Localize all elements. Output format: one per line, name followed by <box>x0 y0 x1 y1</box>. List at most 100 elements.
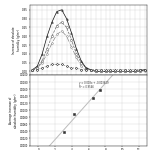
Metasequoia glyptostroboides (LAI: 6.5): (3, 0.13): 6.5): (3, 0.13) <box>46 48 48 50</box>
Metasequoia glyptostroboides (LAI: 6.5): (15, 0): 6.5): (15, 0) <box>105 70 106 72</box>
Line: Metasequoia glyptostroboides (LAI: 6.5): Metasequoia glyptostroboides (LAI: 6.5) <box>32 21 145 72</box>
Betula hallii (LAI: 3.11): (5, 0.21): 3.11): (5, 0.21) <box>56 34 58 35</box>
Platanus orientalis (LAI: 4.31): (19, 0): 4.31): (19, 0) <box>124 70 126 72</box>
Betula hallii (LAI: 3.11): (18, 0): 3.11): (18, 0) <box>119 70 121 72</box>
Pinus tabulaeformis (LAI: 7.41): (7, 0.03): 7.41): (7, 0.03) <box>66 65 68 67</box>
Betula hallii (LAI: 3.11): (16, 0): 3.11): (16, 0) <box>110 70 111 72</box>
Metasequoia glyptostroboides (LAI: 6.5): (20, 0): 6.5): (20, 0) <box>129 70 131 72</box>
Betula hallii (LAI: 3.11): (21, 0): 3.11): (21, 0) <box>134 70 136 72</box>
Point <box>63 131 66 133</box>
Pinus tabulaeformis (LAI: 7.41): (18, 0.01): 7.41): (18, 0.01) <box>119 69 121 71</box>
Platanus orientalis (LAI: 4.31): (16, 0): 4.31): (16, 0) <box>110 70 111 72</box>
Metasequoia glyptostroboides (LAI: 6.5): (5, 0.26): 6.5): (5, 0.26) <box>56 25 58 27</box>
Pinus tabulaeformis (LAI: 7.41): (8, 0.02): 7.41): (8, 0.02) <box>70 67 72 69</box>
Metasequoia glyptostroboides (LAI: 6.5): (6, 0.28): 6.5): (6, 0.28) <box>61 21 63 23</box>
Betula hallii (LAI: 3.11): (6, 0.23): 3.11): (6, 0.23) <box>61 30 63 32</box>
Pinus tabulaeformis (LAI: 7.41): (1, 0.01): 7.41): (1, 0.01) <box>36 69 38 71</box>
Pinus tabulaeformis (LAI: 7.41): (2, 0.02): 7.41): (2, 0.02) <box>41 67 43 69</box>
Point <box>73 112 76 115</box>
Platanus orientalis (LAI: 4.31): (13, 0): 4.31): (13, 0) <box>95 70 97 72</box>
Platanus orientalis (LAI: 4.31): (8, 0.22): 4.31): (8, 0.22) <box>70 32 72 34</box>
Platanus orientalis (LAI: 4.31): (11, 0.02): 4.31): (11, 0.02) <box>85 67 87 69</box>
Platanus orientalis (LAI: 4.31): (0, 0.01): 4.31): (0, 0.01) <box>32 69 33 71</box>
Pinus tabulaeformis (LAI: 7.41): (19, 0.01): 7.41): (19, 0.01) <box>124 69 126 71</box>
Metasequoia glyptostroboides (LAI: 6.5): (8, 0.18): 6.5): (8, 0.18) <box>70 39 72 41</box>
Metasequoia glyptostroboides (LAI: 6.5): (19, 0): 6.5): (19, 0) <box>124 70 126 72</box>
Pinus tabulaeformis (LAI: 7.41): (4, 0.04): 7.41): (4, 0.04) <box>51 64 53 65</box>
Pinus tabulaeformis (LAI: 7.41): (0, 0.01): 7.41): (0, 0.01) <box>32 69 33 71</box>
Betula hallii (LAI: 3.11): (22, 0): 3.11): (22, 0) <box>139 70 141 72</box>
Betula hallii (LAI: 3.11): (20, 0): 3.11): (20, 0) <box>129 70 131 72</box>
Metasequoia glyptostroboides (LAI: 6.5): (12, 0.01): 6.5): (12, 0.01) <box>90 69 92 71</box>
Pinus tabulaeformis (LAI: 7.41): (21, 0.01): 7.41): (21, 0.01) <box>134 69 136 71</box>
Pinus tabulaeformis (LAI: 7.41): (11, 0.01): 7.41): (11, 0.01) <box>85 69 87 71</box>
Betula hallii (LAI: 3.11): (4, 0.16): 3.11): (4, 0.16) <box>51 42 53 44</box>
Platanus orientalis (LAI: 4.31): (7, 0.3): 4.31): (7, 0.3) <box>66 18 68 20</box>
Line: Platanus orientalis (LAI: 4.31): Platanus orientalis (LAI: 4.31) <box>32 9 145 72</box>
Betula hallii (LAI: 3.11): (23, 0): 3.11): (23, 0) <box>144 70 146 72</box>
Pinus tabulaeformis (LAI: 7.41): (9, 0.02): 7.41): (9, 0.02) <box>75 67 77 69</box>
Betula hallii (LAI: 3.11): (15, 0): 3.11): (15, 0) <box>105 70 106 72</box>
Betula hallii (LAI: 3.11): (11, 0.01): 3.11): (11, 0.01) <box>85 69 87 71</box>
Pinus tabulaeformis (LAI: 7.41): (17, 0.01): 7.41): (17, 0.01) <box>114 69 116 71</box>
Platanus orientalis (LAI: 4.31): (21, 0): 4.31): (21, 0) <box>134 70 136 72</box>
Betula hallii (LAI: 3.11): (9, 0.08): 3.11): (9, 0.08) <box>75 56 77 58</box>
Metasequoia glyptostroboides (LAI: 6.5): (16, 0): 6.5): (16, 0) <box>110 70 111 72</box>
Metasequoia glyptostroboides (LAI: 6.5): (2, 0.06): 6.5): (2, 0.06) <box>41 60 43 62</box>
Line: Betula hallii (LAI: 3.11): Betula hallii (LAI: 3.11) <box>32 30 145 72</box>
X-axis label: Time (hhmm): Time (hhmm) <box>78 85 99 89</box>
Platanus orientalis (LAI: 4.31): (1, 0.03): 4.31): (1, 0.03) <box>36 65 38 67</box>
Y-axis label: Average increase of
absolute humidity (g/m³): Average increase of absolute humidity (g… <box>9 93 18 128</box>
Platanus orientalis (LAI: 4.31): (22, 0): 4.31): (22, 0) <box>139 70 141 72</box>
Betula hallii (LAI: 3.11): (13, 0): 3.11): (13, 0) <box>95 70 97 72</box>
Pinus tabulaeformis (LAI: 7.41): (23, 0.01): 7.41): (23, 0.01) <box>144 69 146 71</box>
Pinus tabulaeformis (LAI: 7.41): (6, 0.04): 7.41): (6, 0.04) <box>61 64 63 65</box>
Betula hallii (LAI: 3.11): (17, 0): 3.11): (17, 0) <box>114 70 116 72</box>
Metasequoia glyptostroboides (LAI: 6.5): (11, 0.02): 6.5): (11, 0.02) <box>85 67 87 69</box>
Platanus orientalis (LAI: 4.31): (12, 0.01): 4.31): (12, 0.01) <box>90 69 92 71</box>
Text: y = 0.003x + -0.003619
R² = 0.9546: y = 0.003x + -0.003619 R² = 0.9546 <box>79 81 109 89</box>
Metasequoia glyptostroboides (LAI: 6.5): (14, 0): 6.5): (14, 0) <box>100 70 102 72</box>
Platanus orientalis (LAI: 4.31): (20, 0): 4.31): (20, 0) <box>129 70 131 72</box>
Pinus tabulaeformis (LAI: 7.41): (12, 0.01): 7.41): (12, 0.01) <box>90 69 92 71</box>
Y-axis label: Increase of absolute
humidity (g/m³): Increase of absolute humidity (g/m³) <box>12 26 21 54</box>
Platanus orientalis (LAI: 4.31): (23, 0.01): 4.31): (23, 0.01) <box>144 69 146 71</box>
Betula hallii (LAI: 3.11): (0, 0.01): 3.11): (0, 0.01) <box>32 69 33 71</box>
Pinus tabulaeformis (LAI: 7.41): (22, 0.01): 7.41): (22, 0.01) <box>139 69 141 71</box>
Metasequoia glyptostroboides (LAI: 6.5): (22, 0.01): 6.5): (22, 0.01) <box>139 69 141 71</box>
Betula hallii (LAI: 3.11): (1, 0.02): 3.11): (1, 0.02) <box>36 67 38 69</box>
Platanus orientalis (LAI: 4.31): (9, 0.13): 4.31): (9, 0.13) <box>75 48 77 50</box>
Platanus orientalis (LAI: 4.31): (6, 0.35): 4.31): (6, 0.35) <box>61 9 63 11</box>
Betula hallii (LAI: 3.11): (2, 0.05): 3.11): (2, 0.05) <box>41 62 43 64</box>
Pinus tabulaeformis (LAI: 7.41): (15, 0.01): 7.41): (15, 0.01) <box>105 69 106 71</box>
Pinus tabulaeformis (LAI: 7.41): (5, 0.04): 7.41): (5, 0.04) <box>56 64 58 65</box>
Betula hallii (LAI: 3.11): (10, 0.03): 3.11): (10, 0.03) <box>80 65 82 67</box>
Metasequoia glyptostroboides (LAI: 6.5): (0, 0.01): 6.5): (0, 0.01) <box>32 69 33 71</box>
Platanus orientalis (LAI: 4.31): (3, 0.2): 4.31): (3, 0.2) <box>46 35 48 37</box>
Platanus orientalis (LAI: 4.31): (18, 0): 4.31): (18, 0) <box>119 70 121 72</box>
Betula hallii (LAI: 3.11): (14, 0): 3.11): (14, 0) <box>100 70 102 72</box>
Platanus orientalis (LAI: 4.31): (17, 0): 4.31): (17, 0) <box>114 70 116 72</box>
Pinus tabulaeformis (LAI: 7.41): (16, 0.01): 7.41): (16, 0.01) <box>110 69 111 71</box>
Metasequoia glyptostroboides (LAI: 6.5): (13, 0): 6.5): (13, 0) <box>95 70 97 72</box>
Metasequoia glyptostroboides (LAI: 6.5): (9, 0.1): 6.5): (9, 0.1) <box>75 53 77 55</box>
Platanus orientalis (LAI: 4.31): (2, 0.1): 4.31): (2, 0.1) <box>41 53 43 55</box>
Pinus tabulaeformis (LAI: 7.41): (3, 0.03): 7.41): (3, 0.03) <box>46 65 48 67</box>
Metasequoia glyptostroboides (LAI: 6.5): (7, 0.25): 6.5): (7, 0.25) <box>66 27 68 28</box>
Metasequoia glyptostroboides (LAI: 6.5): (1, 0.02): 6.5): (1, 0.02) <box>36 67 38 69</box>
Platanus orientalis (LAI: 4.31): (14, 0): 4.31): (14, 0) <box>100 70 102 72</box>
Pinus tabulaeformis (LAI: 7.41): (13, 0.01): 7.41): (13, 0.01) <box>95 69 97 71</box>
Metasequoia glyptostroboides (LAI: 6.5): (10, 0.05): 6.5): (10, 0.05) <box>80 62 82 64</box>
Platanus orientalis (LAI: 4.31): (15, 0): 4.31): (15, 0) <box>105 70 106 72</box>
Betula hallii (LAI: 3.11): (3, 0.1): 3.11): (3, 0.1) <box>46 53 48 55</box>
Metasequoia glyptostroboides (LAI: 6.5): (23, 0.01): 6.5): (23, 0.01) <box>144 69 146 71</box>
Metasequoia glyptostroboides (LAI: 6.5): (18, 0): 6.5): (18, 0) <box>119 70 121 72</box>
Metasequoia glyptostroboides (LAI: 6.5): (4, 0.2): 6.5): (4, 0.2) <box>51 35 53 37</box>
Platanus orientalis (LAI: 4.31): (4, 0.28): 4.31): (4, 0.28) <box>51 21 53 23</box>
Betula hallii (LAI: 3.11): (7, 0.2): 3.11): (7, 0.2) <box>66 35 68 37</box>
Legend: Metasequoia glyptostroboides (LAI: 6.5), Platanus orientalis (LAI: 4.31), Betula: Metasequoia glyptostroboides (LAI: 6.5),… <box>45 119 132 126</box>
Point <box>92 97 94 99</box>
Pinus tabulaeformis (LAI: 7.41): (10, 0.01): 7.41): (10, 0.01) <box>80 69 82 71</box>
Pinus tabulaeformis (LAI: 7.41): (14, 0.01): 7.41): (14, 0.01) <box>100 69 102 71</box>
Pinus tabulaeformis (LAI: 7.41): (20, 0.01): 7.41): (20, 0.01) <box>129 69 131 71</box>
